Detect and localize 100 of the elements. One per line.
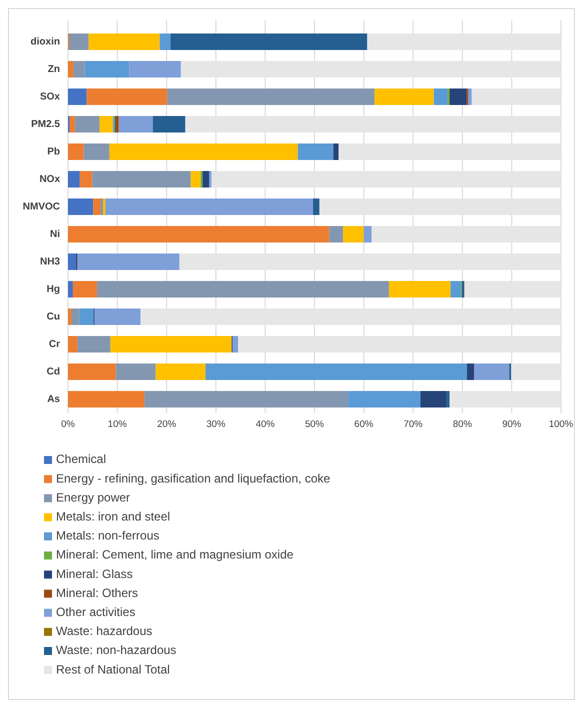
legend-label: Mineral: Cement, lime and magnesium oxide — [56, 548, 294, 562]
bar — [110, 336, 232, 352]
bar — [68, 61, 74, 78]
bar — [86, 88, 168, 105]
bar — [68, 198, 94, 215]
bar — [298, 144, 334, 160]
bar — [94, 308, 140, 325]
legend-label: Metals: non-ferrous — [56, 528, 160, 543]
x-tick-label: 50% — [304, 419, 325, 430]
bar — [313, 198, 320, 215]
bar — [71, 308, 80, 325]
x-tick-label: 100% — [548, 419, 574, 430]
bar — [129, 61, 181, 78]
bar — [364, 226, 372, 242]
bar — [79, 308, 94, 325]
bar — [93, 198, 101, 215]
bar — [179, 254, 561, 270]
bar — [329, 226, 344, 242]
x-tick-label: 0% — [61, 419, 76, 430]
y-tick-label: Cu — [46, 311, 60, 322]
bar — [160, 34, 171, 50]
legend-label: Waste: hazardous — [56, 624, 152, 638]
bar — [68, 144, 84, 160]
bar — [206, 364, 467, 380]
bar — [68, 364, 116, 380]
bar — [450, 88, 467, 105]
bar — [68, 308, 72, 325]
bar — [190, 171, 201, 188]
legend-label: Rest of National Total — [56, 662, 170, 676]
bar — [202, 171, 209, 188]
x-tick-label: 70% — [404, 419, 424, 430]
y-tick-label: NOx — [39, 174, 60, 185]
bar — [109, 144, 298, 160]
legend-label: Mineral: Glass — [56, 566, 133, 581]
bar — [116, 364, 156, 380]
bar — [434, 88, 448, 105]
legend-label: Mineral: Others — [56, 586, 138, 600]
bar — [105, 198, 314, 215]
bar — [73, 61, 85, 78]
legend-label: Energy power — [56, 490, 130, 504]
bar — [338, 144, 561, 160]
bar — [420, 391, 447, 408]
bar — [464, 281, 561, 298]
bar — [68, 281, 73, 298]
bar — [185, 116, 561, 132]
bar — [372, 226, 561, 242]
x-tick-label: 80% — [452, 419, 472, 430]
legend-label: Metals: iron and steel — [56, 509, 170, 524]
bar — [446, 391, 450, 408]
bar — [319, 198, 561, 215]
x-tick-label: 90% — [502, 419, 522, 430]
y-tick-label: NMVOC — [22, 201, 60, 212]
bar — [74, 116, 100, 132]
y-tick-label: Cd — [46, 366, 60, 378]
y-tick-label: Pb — [47, 146, 60, 158]
bar — [466, 364, 474, 380]
bar — [116, 116, 119, 132]
bar — [72, 281, 98, 298]
y-tick-label: dioxin — [30, 36, 60, 48]
bar — [69, 116, 75, 132]
bar — [374, 88, 434, 105]
x-tick-label: 30% — [206, 419, 226, 430]
bar — [140, 308, 561, 325]
bar — [92, 171, 191, 188]
bar — [472, 88, 561, 105]
bar — [170, 34, 368, 50]
bar — [68, 391, 144, 408]
x-tick-label: 40% — [256, 419, 276, 430]
legend-label: Energy - refining, gasification and liquefaction, coke — [56, 471, 330, 486]
bar — [118, 116, 153, 132]
x-tick-label: 10% — [108, 419, 128, 430]
bar — [238, 336, 561, 352]
bar — [100, 198, 104, 215]
bar — [156, 364, 206, 380]
bar — [68, 34, 89, 50]
x-tick-label: 60% — [354, 419, 374, 430]
bar — [474, 364, 510, 380]
bar — [80, 171, 92, 188]
bar — [232, 336, 238, 352]
legend-label: Waste: non-hazardous — [56, 643, 176, 658]
bar — [511, 364, 561, 380]
bar — [84, 144, 110, 160]
bar — [68, 171, 80, 188]
bar — [144, 391, 348, 408]
bar — [100, 116, 113, 132]
bar — [388, 281, 451, 298]
bar — [450, 391, 561, 408]
y-tick-label: Hg — [46, 284, 60, 295]
bar — [68, 254, 76, 270]
bar — [68, 88, 87, 105]
bar — [367, 34, 561, 50]
bar — [84, 61, 130, 78]
bar — [211, 171, 561, 188]
bar — [97, 281, 389, 298]
y-tick-label: PM2.5 — [31, 118, 60, 130]
bar — [348, 391, 420, 408]
bar — [462, 281, 464, 298]
bar — [167, 88, 375, 105]
bar — [180, 61, 561, 78]
bar — [68, 226, 330, 242]
